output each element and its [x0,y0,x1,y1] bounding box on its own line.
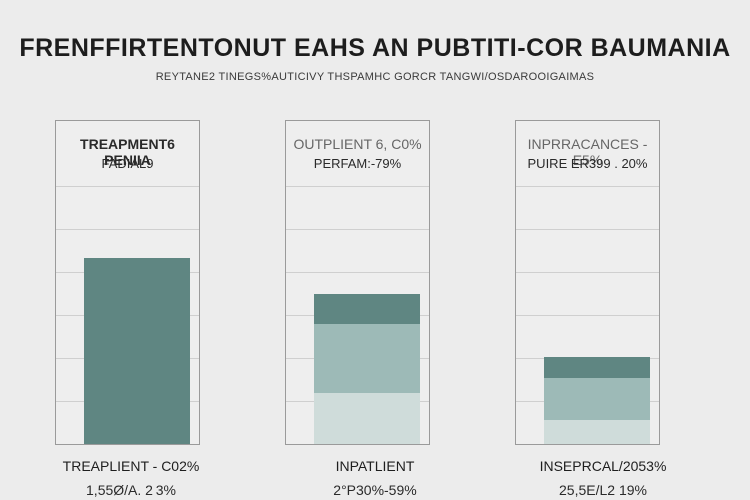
grid-line [516,229,659,230]
panel-3-bar [544,357,650,444]
grid-line [286,272,429,273]
grid-line [56,186,199,187]
bar-segment [314,324,420,393]
grid-line [516,272,659,273]
grid-line [286,186,429,187]
panel-3-subheading: PUIRE ER399 . 20% [527,156,648,171]
panel-1-bar [84,258,190,444]
panel-1: TREAPMENT6 PENIIA FADIAL9 [55,120,200,445]
chart-subtitle: REYTANE2 TINEGS%AUTICIVY THSPAMHC GORCR … [155,71,595,83]
panel-1-footer-value: 1,55Ø/A. 2 3% [86,482,176,498]
panel-1-heading: TREAPMENT6 PENIIA [80,136,175,168]
panel-3-footer-label: INSEPRCAL/2053% [539,458,667,474]
grid-line [286,229,429,230]
bar-segment [314,393,420,444]
bar-segment [544,357,650,378]
panel-1-subheading: FADIAL9 [101,156,154,171]
panel-1-footer-label: TREAPLIENT - C02% [62,458,200,474]
bar-segment [84,258,190,444]
bar-segment [544,420,650,444]
panel-2-footer-value: 2°P30%-59% [333,482,417,498]
grid-line [516,315,659,316]
panel-2-footer-label: INPATLIENT [335,458,415,474]
bar-segment [314,294,420,324]
panel-2-subheading: PERFAM:-79% [313,156,402,171]
grid-line [56,229,199,230]
panel-2: OUTPLIENT 6, C0% PERFAM:-79% [285,120,430,445]
bar-segment [544,378,650,420]
panel-3-footer-value: 25,5E/L2 19% [559,482,647,498]
chart-title: FRENFFIRTENTONUT EAHS AN PUBTITI-COR BAU… [19,34,731,62]
panel-3-heading: INPRRACANCES - E5% [527,136,648,168]
panel-2-bar [314,294,420,444]
panel-2-heading: OUTPLIENT 6, C0% [293,136,422,152]
panel-3: INPRRACANCES - E5% PUIRE ER399 . 20% [515,120,660,445]
grid-line [516,186,659,187]
